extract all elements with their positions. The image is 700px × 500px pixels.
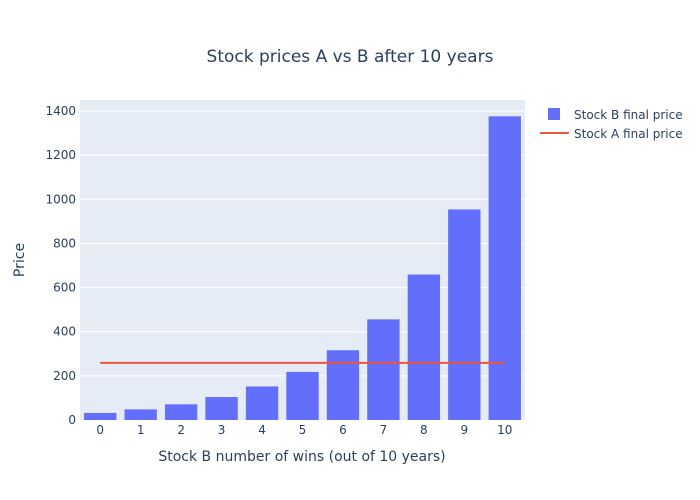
bar[interactable] bbox=[84, 412, 117, 420]
legend[interactable]: Stock B final price Stock A final price bbox=[540, 108, 683, 141]
x-tick-label: 7 bbox=[380, 423, 388, 437]
bar[interactable] bbox=[448, 209, 481, 420]
legend-item-stock-a[interactable]: Stock A final price bbox=[540, 127, 683, 141]
y-tick-label: 600 bbox=[53, 281, 76, 295]
x-tick-label: 9 bbox=[460, 423, 468, 437]
gridlines bbox=[80, 110, 525, 377]
legend-item-stock-b[interactable]: Stock B final price bbox=[548, 108, 683, 122]
bar[interactable] bbox=[124, 409, 157, 420]
y-tick-label: 200 bbox=[53, 369, 76, 383]
x-tick-label: 1 bbox=[137, 423, 145, 437]
x-axis-title: Stock B number of wins (out of 10 years) bbox=[158, 449, 445, 465]
bar[interactable] bbox=[326, 350, 360, 420]
y-tick-label: 0 bbox=[68, 413, 76, 427]
x-tick-label: 2 bbox=[177, 423, 185, 437]
y-axis-ticks: 0 200 400 600 800 1000 1200 1400 bbox=[45, 104, 76, 427]
chart-title: Stock prices A vs B after 10 years bbox=[207, 47, 494, 67]
y-tick-label: 400 bbox=[53, 325, 76, 339]
legend-swatch-bar bbox=[548, 108, 560, 120]
y-tick-label: 1200 bbox=[45, 148, 76, 162]
x-axis-ticks: 0 1 2 3 4 5 6 7 8 9 10 bbox=[96, 423, 512, 437]
y-tick-label: 1400 bbox=[45, 104, 76, 118]
bar[interactable] bbox=[245, 386, 279, 420]
x-tick-label: 0 bbox=[96, 423, 104, 437]
legend-label-stock-b: Stock B final price bbox=[574, 108, 683, 122]
bar[interactable] bbox=[367, 319, 400, 420]
x-tick-label: 4 bbox=[258, 423, 266, 437]
x-tick-label: 6 bbox=[339, 423, 347, 437]
bar[interactable] bbox=[164, 404, 198, 420]
bar[interactable] bbox=[407, 274, 441, 420]
x-tick-label: 3 bbox=[218, 423, 226, 437]
bar[interactable] bbox=[488, 116, 521, 421]
bar[interactable] bbox=[286, 371, 319, 420]
x-tick-label: 5 bbox=[299, 423, 307, 437]
bar[interactable] bbox=[205, 397, 238, 420]
y-tick-label: 1000 bbox=[45, 192, 76, 206]
y-axis-title: Price bbox=[12, 243, 28, 277]
x-tick-label: 10 bbox=[497, 423, 512, 437]
legend-label-stock-a: Stock A final price bbox=[574, 127, 683, 141]
y-tick-label: 800 bbox=[53, 236, 76, 250]
x-tick-label: 8 bbox=[420, 423, 428, 437]
bars bbox=[84, 116, 521, 421]
